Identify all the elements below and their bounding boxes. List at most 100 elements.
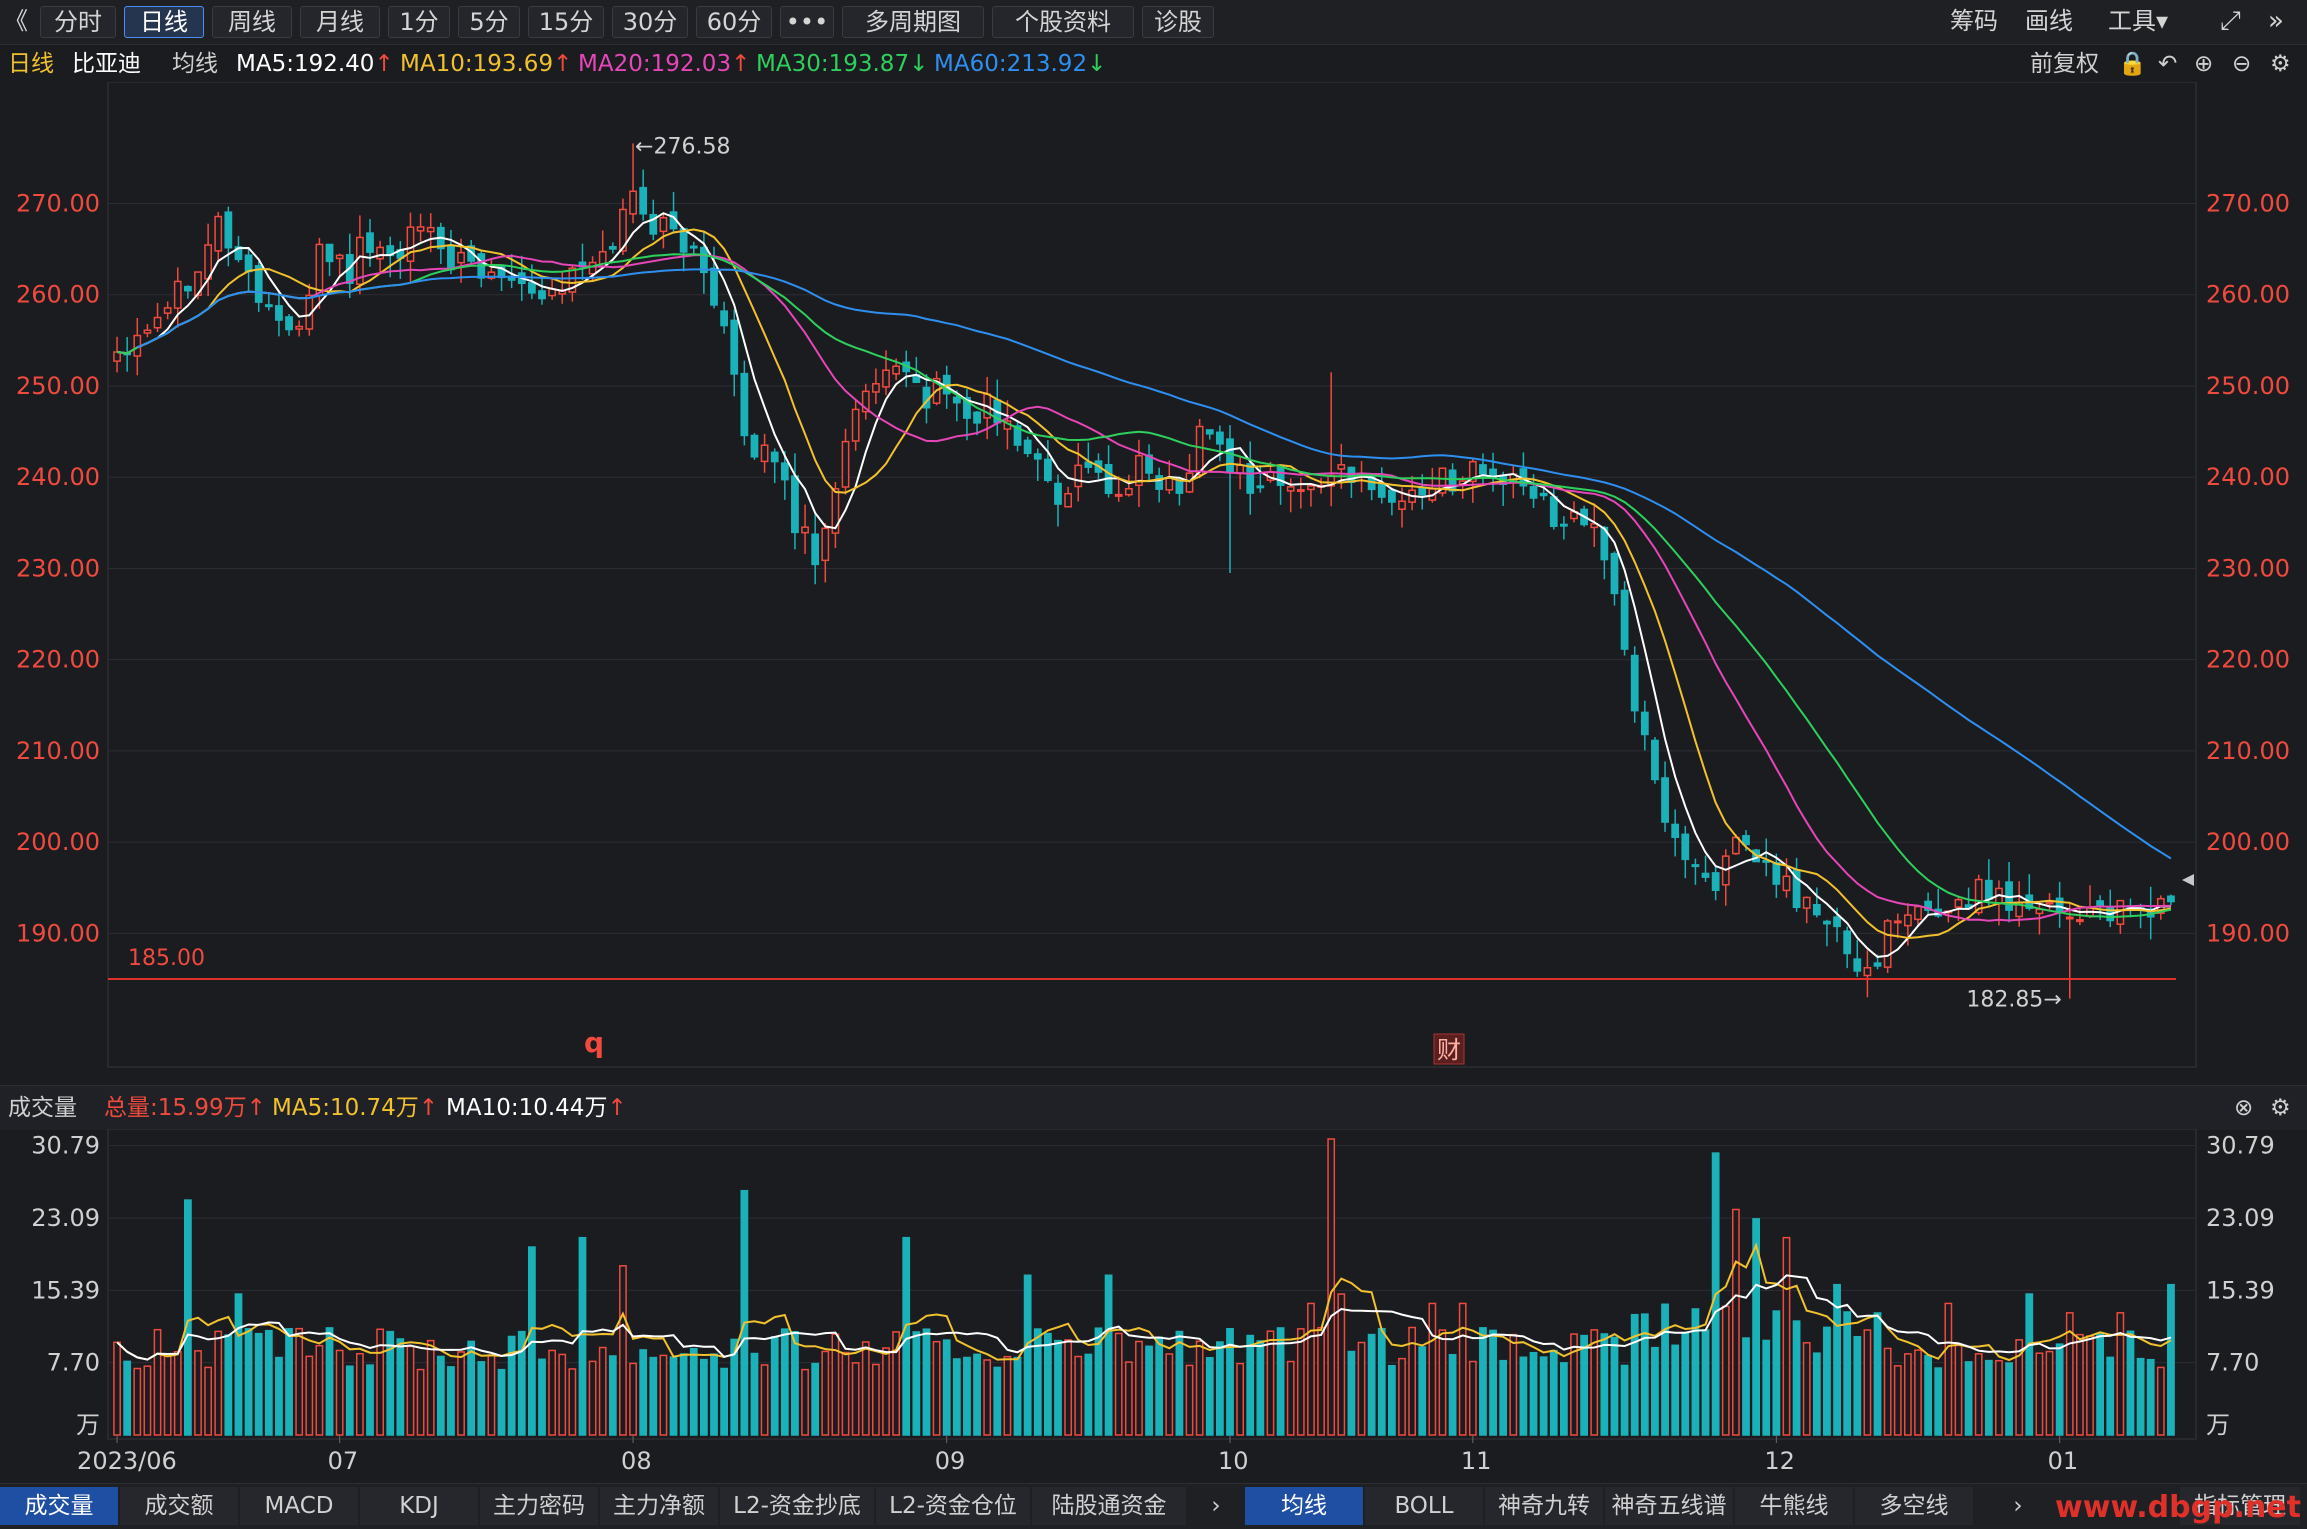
- volume-bar[interactable]: [1539, 1356, 1548, 1436]
- zoom-out-icon[interactable]: ⊖: [2232, 51, 2252, 77]
- period-button-8[interactable]: 60分: [696, 6, 772, 38]
- candle-body[interactable]: [2045, 901, 2054, 905]
- volume-bar[interactable]: [214, 1330, 223, 1436]
- volume-bar[interactable]: [689, 1347, 698, 1436]
- volume-bar[interactable]: [740, 1189, 749, 1436]
- candle-body[interactable]: [325, 243, 334, 263]
- candle-body[interactable]: [770, 451, 779, 463]
- candle-body[interactable]: [1135, 454, 1143, 487]
- volume-bar[interactable]: [1944, 1302, 1953, 1436]
- adjust-mode-label[interactable]: 前复权: [2030, 51, 2099, 77]
- volume-bar[interactable]: [770, 1336, 779, 1436]
- volume-bar[interactable]: [2136, 1357, 2145, 1436]
- period-button-5[interactable]: 5分: [458, 6, 520, 38]
- candle-body[interactable]: [366, 232, 374, 253]
- volume-bar[interactable]: [1205, 1356, 1214, 1436]
- volume-bar[interactable]: [305, 1355, 314, 1436]
- volume-bar[interactable]: [2005, 1362, 2013, 1436]
- period-button-11[interactable]: 个股资料: [992, 6, 1134, 38]
- volume-bar[interactable]: [801, 1368, 809, 1436]
- period-button-1[interactable]: 日线: [124, 6, 204, 38]
- overlay-tab-4[interactable]: 牛熊线: [1735, 1487, 1853, 1525]
- volume-bar[interactable]: [1559, 1362, 1568, 1436]
- volume-bar[interactable]: [538, 1358, 546, 1436]
- candle-body[interactable]: [214, 215, 223, 252]
- volume-bar[interactable]: [1661, 1303, 1669, 1436]
- volume-bar[interactable]: [386, 1330, 395, 1436]
- period-button-7[interactable]: 30分: [612, 6, 688, 38]
- volume-bar[interactable]: [1377, 1327, 1386, 1436]
- candle-body[interactable]: [1984, 879, 1993, 900]
- volume-bar[interactable]: [720, 1367, 729, 1436]
- volume-bar[interactable]: [1802, 1342, 1811, 1436]
- volume-bar[interactable]: [1124, 1361, 1133, 1436]
- volume-bar[interactable]: [173, 1350, 182, 1436]
- volume-bar[interactable]: [497, 1368, 506, 1436]
- volume-bar[interactable]: [285, 1328, 293, 1436]
- candle-body[interactable]: [588, 261, 597, 275]
- candle-body[interactable]: [1054, 482, 1062, 505]
- volume-bar[interactable]: [1043, 1332, 1052, 1436]
- candle-body[interactable]: [689, 245, 698, 249]
- volume-bar[interactable]: [1752, 1218, 1761, 1436]
- price-chart[interactable]: 270.00 270.00 260.00 260.00 250.00 250.00 240.…: [0, 82, 2307, 1085]
- candle-body[interactable]: [1863, 966, 1872, 977]
- candle-body[interactable]: [851, 408, 860, 442]
- candle-body[interactable]: [1731, 836, 1740, 855]
- candle-body[interactable]: [1205, 429, 1214, 435]
- volume-bar[interactable]: [315, 1344, 324, 1436]
- volume-bar[interactable]: [1580, 1334, 1589, 1436]
- volume-bar[interactable]: [1681, 1333, 1690, 1436]
- volume-bar[interactable]: [406, 1345, 415, 1436]
- volume-bar[interactable]: [791, 1330, 799, 1436]
- candle-body[interactable]: [447, 245, 455, 271]
- candle-body[interactable]: [659, 216, 668, 233]
- lock-icon[interactable]: 🔒: [2118, 51, 2147, 77]
- period-button-0[interactable]: 分时: [40, 6, 116, 38]
- volume-bar[interactable]: [841, 1351, 850, 1436]
- candle-body[interactable]: [1185, 472, 1194, 493]
- volume-bar[interactable]: [1701, 1329, 1710, 1436]
- candle-body[interactable]: [1883, 920, 1892, 968]
- volume-bar[interactable]: [1327, 1138, 1336, 1436]
- candle-body[interactable]: [1043, 458, 1052, 482]
- candle-body[interactable]: [1630, 654, 1639, 712]
- candle-body[interactable]: [760, 444, 769, 463]
- volume-bar[interactable]: [1509, 1333, 1518, 1436]
- candle-body[interactable]: [2065, 916, 2074, 920]
- candle-body[interactable]: [1195, 425, 1204, 476]
- volume-bar[interactable]: [1003, 1355, 1012, 1436]
- candle-body[interactable]: [699, 246, 708, 274]
- volume-bar[interactable]: [1286, 1360, 1295, 1436]
- collapse-left-icon[interactable]: 《: [4, 7, 28, 35]
- draw-line-button[interactable]: 画线: [2025, 7, 2073, 35]
- volume-bar[interactable]: [1964, 1361, 1973, 1436]
- volume-bar[interactable]: [183, 1199, 192, 1436]
- volume-bar[interactable]: [1408, 1326, 1417, 1436]
- volume-bar[interactable]: [1387, 1364, 1396, 1436]
- period-button-10[interactable]: 多周期图: [842, 6, 984, 38]
- volume-bar[interactable]: [335, 1349, 344, 1436]
- volume-bar[interactable]: [204, 1366, 213, 1436]
- volume-bar[interactable]: [1074, 1355, 1083, 1436]
- candle-body[interactable]: [1701, 872, 1710, 878]
- volume-bar[interactable]: [436, 1355, 445, 1436]
- candle-body[interactable]: [1539, 492, 1548, 497]
- volume-bar[interactable]: [861, 1341, 870, 1436]
- volume-bar[interactable]: [1974, 1353, 1983, 1436]
- candle-body[interactable]: [457, 251, 465, 264]
- q-marker[interactable]: q: [584, 1026, 604, 1059]
- volume-bar[interactable]: [224, 1334, 233, 1436]
- candle-body[interactable]: [376, 246, 385, 260]
- volume-bar[interactable]: [1266, 1330, 1275, 1436]
- overlay-tab-0[interactable]: 均线: [1245, 1487, 1363, 1525]
- candle-body[interactable]: [1468, 460, 1477, 483]
- candle-body[interactable]: [416, 226, 425, 232]
- volume-bar[interactable]: [1610, 1336, 1619, 1436]
- volume-bar[interactable]: [2035, 1352, 2044, 1436]
- chip-button[interactable]: 筹码: [1950, 7, 1998, 35]
- candle-body[interactable]: [1833, 916, 1841, 928]
- candle-body[interactable]: [791, 475, 799, 534]
- volume-bar[interactable]: [1762, 1339, 1771, 1436]
- volume-bar[interactable]: [629, 1362, 637, 1436]
